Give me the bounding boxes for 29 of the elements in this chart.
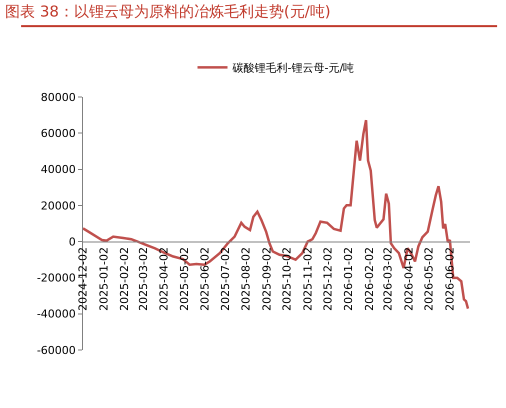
y-tick-label: -20000 bbox=[36, 272, 76, 285]
y-tick-label: 60000 bbox=[40, 126, 76, 140]
x-tick-label: 2025-10-02 bbox=[280, 246, 294, 311]
x-tick-label: 2025-12-02 bbox=[321, 246, 334, 311]
x-tick-label: 2026-05-02 bbox=[422, 246, 436, 311]
y-tick-label: 20000 bbox=[40, 199, 76, 212]
x-tick-label: 2024-12-02 bbox=[76, 246, 90, 311]
y-tick-label: 0 bbox=[68, 235, 76, 248]
y-tick-label: -40000 bbox=[36, 308, 76, 321]
x-tick-label: 2025-08-02 bbox=[240, 246, 253, 311]
x-tick-label: 2025-11-02 bbox=[301, 246, 314, 311]
y-tick-label: 80000 bbox=[40, 90, 76, 104]
x-tick-label: 2026-02-02 bbox=[362, 246, 376, 311]
chart-title: 图表 38：以锂云母为原料的冶炼毛利走势(元/吨) bbox=[5, 2, 331, 21]
x-tick-label: 2025-05-02 bbox=[178, 246, 191, 311]
x-tick-label: 2026-04-02 bbox=[402, 246, 416, 311]
x-tick-label: 2026-01-02 bbox=[342, 246, 356, 311]
x-tick-label: 2026-03-02 bbox=[382, 246, 395, 311]
x-tick-label: 2025-01-02 bbox=[97, 246, 110, 311]
x-tick-label: 2025-02-02 bbox=[118, 246, 132, 311]
x-tick-label: 2026-06-02 bbox=[443, 246, 456, 311]
y-tick-label: 40000 bbox=[40, 163, 76, 176]
legend-label: 碳酸锂毛利-锂云母-元/吨 bbox=[232, 62, 354, 75]
x-tick-label: 2025-03-02 bbox=[136, 246, 150, 311]
x-tick-label: 2025-07-02 bbox=[218, 246, 232, 311]
x-tick-label: 2025-06-02 bbox=[198, 246, 212, 311]
x-tick-label: 2025-09-02 bbox=[260, 246, 274, 311]
x-tick-label: 2025-04-02 bbox=[158, 246, 171, 311]
y-tick-label: -60000 bbox=[36, 344, 76, 357]
